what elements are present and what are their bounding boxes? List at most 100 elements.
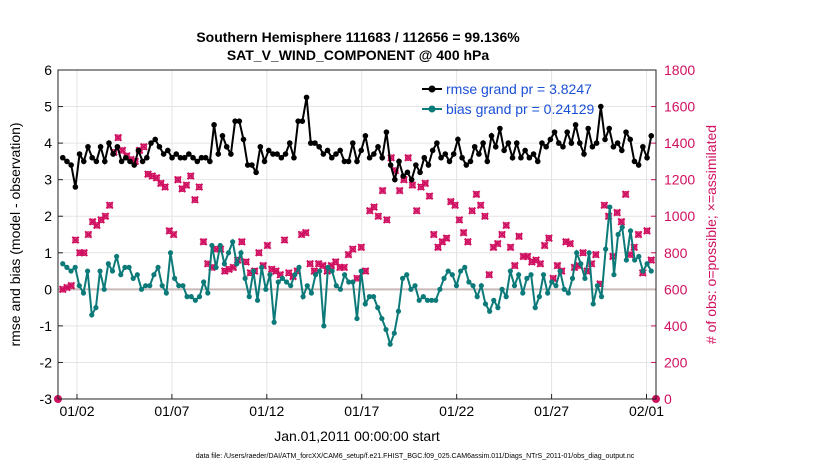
obs-possible-point: [468, 207, 476, 214]
left-tick-label: 4: [44, 135, 52, 151]
obs-assimilated-stroke: [152, 173, 161, 182]
obs-assimilated-point: [348, 245, 357, 254]
obs-assimilated-point: [502, 221, 511, 230]
rmse-point: [404, 169, 411, 176]
rmse-point: [408, 176, 415, 183]
obs-assimilated-stroke: [446, 197, 455, 206]
obs-assimilated-stroke: [186, 172, 195, 180]
obs-assimilated-stroke: [220, 267, 229, 275]
obs-possible-point: [157, 180, 165, 187]
obs-assimilated-stroke: [562, 237, 570, 246]
obs-possible-point: [588, 260, 595, 267]
bias-point: [399, 275, 406, 281]
left-tick-label: 3: [44, 172, 52, 188]
bias-point: [445, 268, 451, 274]
bias-point: [478, 283, 484, 289]
obs-possible-point: [481, 212, 489, 220]
bias-point: [101, 286, 107, 292]
rmse-point: [547, 136, 554, 143]
obs-possible-point: [494, 240, 501, 247]
bias-point: [196, 294, 203, 300]
bias-point: [420, 294, 426, 300]
bias-point: [275, 279, 281, 285]
bias-point: [607, 204, 613, 210]
bias-point: [350, 279, 356, 285]
obs-assimilated-point: [263, 241, 272, 250]
rmse-point: [232, 118, 238, 124]
obs-assimilated-stroke: [463, 237, 472, 246]
bias-point: [163, 290, 169, 296]
rmse-point: [215, 151, 222, 157]
x-tick-label: 01/07: [154, 403, 189, 419]
obs-assimilated-stroke: [502, 221, 511, 230]
obs-assimilated-stroke: [173, 175, 182, 184]
rmse-point: [581, 151, 587, 157]
obs-assimilated-stroke: [523, 252, 532, 261]
bias-point: [89, 312, 95, 318]
obs-assimilated-point: [591, 250, 600, 259]
rmse-point: [312, 140, 318, 146]
obs-assimilated-stroke: [340, 263, 349, 272]
obs-assimilated-stroke: [485, 270, 494, 279]
left-tick-label: -2: [40, 354, 53, 370]
plot-frame: [57, 69, 657, 400]
obs-possible-point: [255, 249, 263, 257]
obs-assimilated-point: [195, 183, 204, 191]
bias-point: [553, 283, 559, 289]
obs-assimilated-stroke: [442, 234, 451, 243]
bias-point: [230, 239, 236, 245]
rmse-point: [471, 143, 478, 150]
obs-assimilated-point: [485, 270, 494, 279]
rmse-point: [249, 162, 255, 168]
rmse-point: [68, 162, 74, 168]
x-tick-label: 01/17: [344, 403, 379, 419]
bias-point: [192, 297, 198, 303]
obs-possible-point: [102, 212, 109, 220]
obs-assimilated-point: [199, 237, 208, 246]
bias-point: [271, 319, 277, 325]
obs-assimilated-point: [621, 190, 630, 199]
bias-point: [321, 323, 327, 329]
rmse-point: [463, 162, 470, 168]
bias-point: [300, 294, 306, 300]
obs-assimilated-point: [220, 267, 229, 275]
obs-assimilated-stroke: [382, 215, 391, 224]
obs-possible-point: [430, 231, 438, 238]
obs-assimilated-stroke: [67, 281, 76, 290]
rmse-point: [455, 136, 461, 143]
obs-assimilated-stroke: [195, 183, 204, 191]
obs-possible-point: [485, 271, 493, 278]
obs-possible-point: [191, 196, 199, 204]
obs-possible-point: [76, 249, 84, 257]
rmse-point: [429, 147, 436, 154]
obs-assimilated-stroke: [553, 261, 562, 270]
plot-area: [58, 70, 656, 399]
bias-point: [126, 264, 132, 270]
obs-assimilated-stroke: [617, 217, 626, 226]
bias-point: [72, 264, 78, 270]
obs-possible-point: [421, 180, 429, 187]
obs-assimilated-stroke: [374, 212, 383, 221]
bias-point: [532, 305, 538, 311]
grid: [58, 69, 656, 400]
obs-assimilated-point: [374, 212, 383, 221]
bias-point: [487, 308, 493, 314]
rmse-point: [303, 94, 310, 101]
bias-point: [263, 286, 269, 292]
obs-assimilated-stroke: [579, 248, 587, 257]
bias-point: [507, 268, 513, 274]
obs-possible-point: [114, 134, 122, 141]
rmse-point: [526, 154, 533, 161]
bias-point: [267, 272, 273, 278]
obs-assimilated-stroke: [331, 258, 340, 266]
rmse-point: [366, 154, 373, 161]
obs-assimilated-point: [314, 259, 323, 268]
obs-possible-point: [554, 262, 561, 269]
obs-assimilated-stroke: [310, 267, 319, 275]
obs-assimilated-stroke: [280, 236, 289, 244]
obs-assimilated-stroke: [591, 250, 600, 259]
obs-assimilated-point: [476, 201, 485, 210]
obs-possible-point: [281, 236, 288, 244]
rmse-point: [190, 154, 196, 161]
obs-assimilated-point: [144, 170, 152, 179]
